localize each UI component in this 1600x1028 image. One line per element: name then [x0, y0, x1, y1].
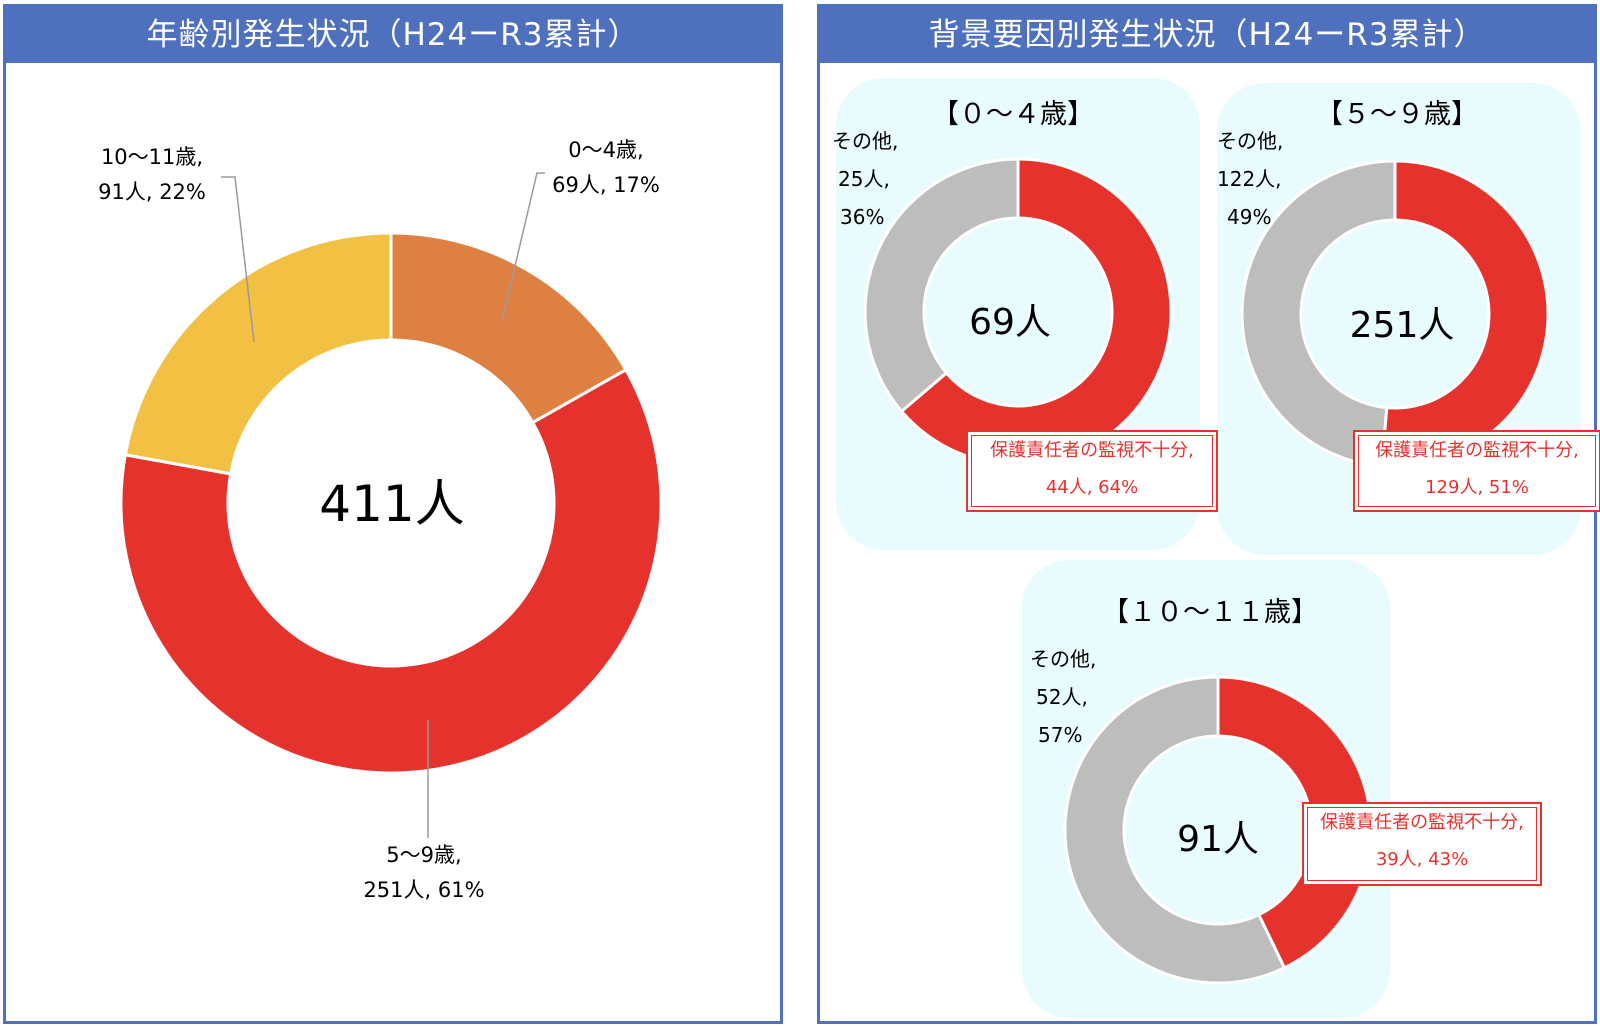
- data-label-supervision-5-9: 保護責任者の監視不十分, 129人, 51%: [1353, 430, 1600, 512]
- slice-supervision-0-4: [899, 157, 1173, 467]
- factor-panel-title: 背景要因別発生状況（H24ーR3累計）: [820, 7, 1594, 63]
- data-label-supervision-10-11: 保護責任者の監視不十分, 39人, 43%: [1302, 802, 1542, 886]
- data-label-age-5-9: 5～9歳, 251人, 61%: [344, 838, 504, 908]
- data-label-other-0-4-line1: その他,: [832, 129, 899, 153]
- subchart-title-0-4: 【０～４歳】: [932, 99, 1094, 130]
- slice-age-5-9: [119, 367, 663, 775]
- data-label-supervision-5-9-line1: 保護責任者の監視不十分,: [1375, 440, 1579, 461]
- slice-other-10-11: [1063, 675, 1287, 985]
- data-label-other-0-4: その他, 25人, 36%: [832, 122, 898, 236]
- data-label-other-0-4-line3: 36%: [840, 205, 885, 229]
- slice-age-10-11: [123, 231, 393, 476]
- data-label-supervision-0-4: 保護責任者の監視不十分, 44人, 64%: [966, 430, 1218, 512]
- data-label-other-10-11-line1: その他,: [1030, 647, 1097, 671]
- data-label-other-5-9-line2: 122人,: [1217, 167, 1282, 191]
- data-label-supervision-0-4-line1: 保護責任者の監視不十分,: [990, 440, 1194, 461]
- data-label-other-10-11-line2: 52人,: [1036, 685, 1088, 709]
- data-label-other-5-9-line1: その他,: [1217, 129, 1284, 153]
- slice-other-5-9: [1240, 159, 1397, 469]
- data-label-age-10-11: 10～11歳, 91人, 22%: [77, 140, 227, 210]
- data-label-supervision-10-11-line2: 39人, 43%: [1375, 849, 1469, 870]
- slice-supervision-10-11: [1216, 675, 1373, 970]
- data-label-age-0-4: 0～4歳, 69人, 17%: [536, 133, 676, 203]
- slice-other-0-4: [863, 157, 1020, 414]
- subchart-center-label-10-11: 91人: [1177, 819, 1259, 860]
- data-label-age-10-11-line2: 91人, 22%: [98, 180, 206, 204]
- data-label-age-5-9-line2: 251人, 61%: [363, 878, 485, 902]
- leader-line-age-0-4: [501, 172, 545, 322]
- subchart-center-label-0-4: 69人: [969, 302, 1051, 343]
- data-label-supervision-0-4-line2: 44人, 64%: [1045, 477, 1139, 498]
- data-label-other-10-11: その他, 52人, 57%: [1030, 640, 1096, 754]
- leader-line-age-10-11: [221, 176, 255, 343]
- data-label-supervision-5-9-line2: 129人, 51%: [1425, 477, 1529, 498]
- subchart-center-label-5-9: 251人: [1349, 305, 1455, 346]
- data-label-supervision-10-11-line1: 保護責任者の監視不十分,: [1320, 812, 1524, 833]
- data-label-other-5-9-line3: 49%: [1227, 205, 1272, 229]
- data-label-other-10-11-line3: 57%: [1038, 723, 1083, 747]
- subchart-title-5-9: 【５～９歳】: [1316, 99, 1478, 130]
- age-panel-title: 年齢別発生状況（H24ーR3累計）: [6, 7, 780, 63]
- data-label-other-5-9: その他, 122人, 49%: [1217, 122, 1283, 236]
- total-center-label: 411人: [319, 475, 465, 533]
- subchart-title-10-11: 【１０～１１歳】: [1102, 597, 1318, 628]
- data-label-age-0-4-line1: 0～4歳,: [568, 138, 644, 162]
- data-label-age-0-4-line2: 69人, 17%: [552, 173, 660, 197]
- data-label-age-10-11-line1: 10～11歳,: [100, 145, 204, 169]
- data-label-other-0-4-line2: 25人,: [838, 167, 890, 191]
- data-label-age-5-9-line1: 5～9歳,: [386, 843, 462, 867]
